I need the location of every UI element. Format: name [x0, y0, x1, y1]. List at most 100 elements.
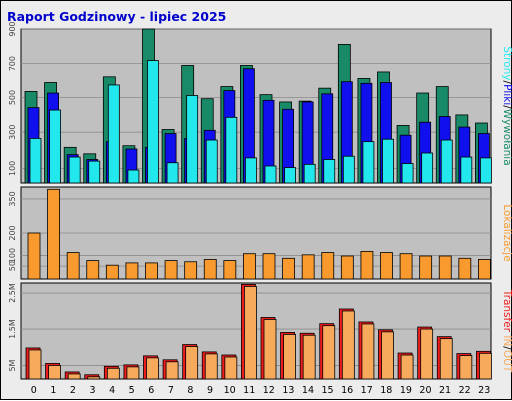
x-tick-label: 14 — [302, 385, 314, 396]
bar-pliki — [382, 138, 394, 184]
bar-lokalizacje — [125, 262, 139, 280]
bar-lokalizacje — [47, 188, 60, 280]
bar-transfer-out — [341, 310, 355, 380]
bar-lokalizacje — [184, 261, 198, 280]
x-tick-label: 13 — [282, 385, 294, 396]
x-tick-label: 7 — [168, 385, 174, 396]
bar-transfer-out — [67, 373, 81, 380]
x-tick-label: 16 — [341, 385, 353, 396]
bar-lokalizacje — [203, 259, 217, 280]
x-tick-label: 4 — [109, 385, 115, 396]
bar-pliki — [225, 116, 238, 184]
y-tick-label: 900 — [8, 21, 17, 36]
y-tick-label: 500 — [8, 90, 17, 105]
bar-pliki — [323, 159, 336, 184]
bar-pliki — [460, 156, 473, 184]
bar-transfer-out — [204, 353, 218, 380]
x-tick-label: 5 — [129, 385, 135, 396]
bar-pliki — [342, 155, 355, 184]
x-tick-label: 19 — [400, 385, 412, 396]
bar-transfer-out — [185, 346, 199, 380]
bar-lokalizacje — [321, 252, 335, 280]
bar-transfer-out — [244, 286, 257, 380]
x-tick-label: 12 — [263, 385, 275, 396]
bar-lokalizacje — [223, 260, 237, 280]
bar-pliki — [88, 160, 101, 184]
x-tick-label: 9 — [207, 385, 213, 396]
y-tick-label: 350 — [8, 191, 17, 206]
x-tick-label: 11 — [243, 385, 255, 396]
bar-lokalizacje — [27, 232, 41, 280]
side-axis-label: Strony/Pliki/Wywołania — [501, 46, 512, 165]
side-axis-label: Transfer IN/OUT — [501, 289, 512, 373]
x-tick-label: 21 — [439, 385, 451, 396]
bar-lokalizacje — [86, 260, 100, 280]
bar-pliki — [49, 109, 61, 184]
bar-lokalizacje — [340, 255, 354, 280]
x-tick-label: 18 — [380, 385, 392, 396]
side-axis-label-part: / — [501, 105, 512, 109]
bar-lokalizacje — [262, 253, 276, 280]
bar-transfer-out — [439, 338, 453, 380]
bar-transfer-out — [283, 334, 296, 380]
bar-transfer-out — [322, 325, 336, 380]
x-tick-label: 23 — [478, 385, 490, 396]
bar-pliki — [362, 141, 375, 184]
side-axis-label-part: Wywołania — [501, 109, 512, 166]
x-tick-label: 22 — [459, 385, 471, 396]
x-tick-label: 0 — [31, 385, 37, 396]
bar-pliki — [147, 60, 159, 184]
bar-transfer-out — [106, 367, 120, 380]
bar-transfer-out — [126, 366, 140, 380]
bar-transfer-out — [302, 334, 316, 380]
x-tick-label: 1 — [50, 385, 56, 396]
side-axis-label-part: / — [501, 346, 512, 350]
y-tick-label: 2.5M — [8, 283, 17, 303]
y-tick-label: 5M — [8, 359, 17, 371]
bar-transfer-out — [165, 361, 179, 380]
side-axis-label-part: / — [501, 81, 512, 85]
y-tick-label: 100 — [8, 161, 17, 176]
chart-title: Raport Godzinowy - lipiec 2025 — [7, 9, 226, 24]
x-tick-label: 8 — [187, 385, 193, 396]
bar-transfer-out — [479, 352, 492, 380]
bar-transfer-out — [146, 357, 159, 380]
bar-lokalizacje — [380, 252, 393, 280]
x-tick-label: 15 — [321, 385, 333, 396]
x-tick-label: 2 — [70, 385, 76, 396]
bar-pliki — [166, 162, 179, 184]
bar-transfer-out — [87, 376, 101, 380]
bar-lokalizacje — [438, 255, 452, 280]
y-tick-label: 300 — [8, 125, 17, 140]
bar-pliki — [480, 157, 492, 184]
bar-transfer-out — [400, 354, 414, 380]
bar-transfer-out — [420, 328, 434, 380]
y-tick-label: 200 — [8, 225, 17, 240]
y-tick-label: 700 — [8, 56, 17, 71]
side-axis-label-part: Strony — [501, 46, 512, 80]
bar-pliki — [186, 95, 199, 184]
bar-lokalizacje — [419, 255, 433, 280]
side-axis-label-part: Lokalizacje — [501, 204, 512, 261]
bar-lokalizacje — [399, 253, 413, 280]
bar-transfer-out — [263, 319, 277, 380]
bar-lokalizacje — [243, 253, 256, 280]
bar-transfer-out — [381, 331, 394, 380]
bar-pliki — [421, 152, 434, 184]
bar-lokalizacje — [458, 257, 472, 280]
bar-lokalizacje — [360, 250, 374, 280]
x-tick-label: 17 — [361, 385, 373, 396]
panel-top-background — [20, 28, 492, 184]
bar-lokalizacje — [66, 252, 80, 280]
bar-lokalizacje — [478, 259, 491, 280]
bar-pliki — [68, 156, 81, 184]
bar-pliki — [107, 84, 120, 184]
bar-transfer-out — [361, 323, 375, 380]
side-axis-label-part: IN — [501, 335, 512, 346]
side-axis-label-part: OUT — [501, 350, 512, 373]
y-tick-label: 1.5M — [8, 319, 17, 339]
bar-lokalizacje — [164, 260, 178, 280]
bar-transfer-out — [224, 356, 238, 380]
bar-transfer-out — [28, 349, 42, 380]
